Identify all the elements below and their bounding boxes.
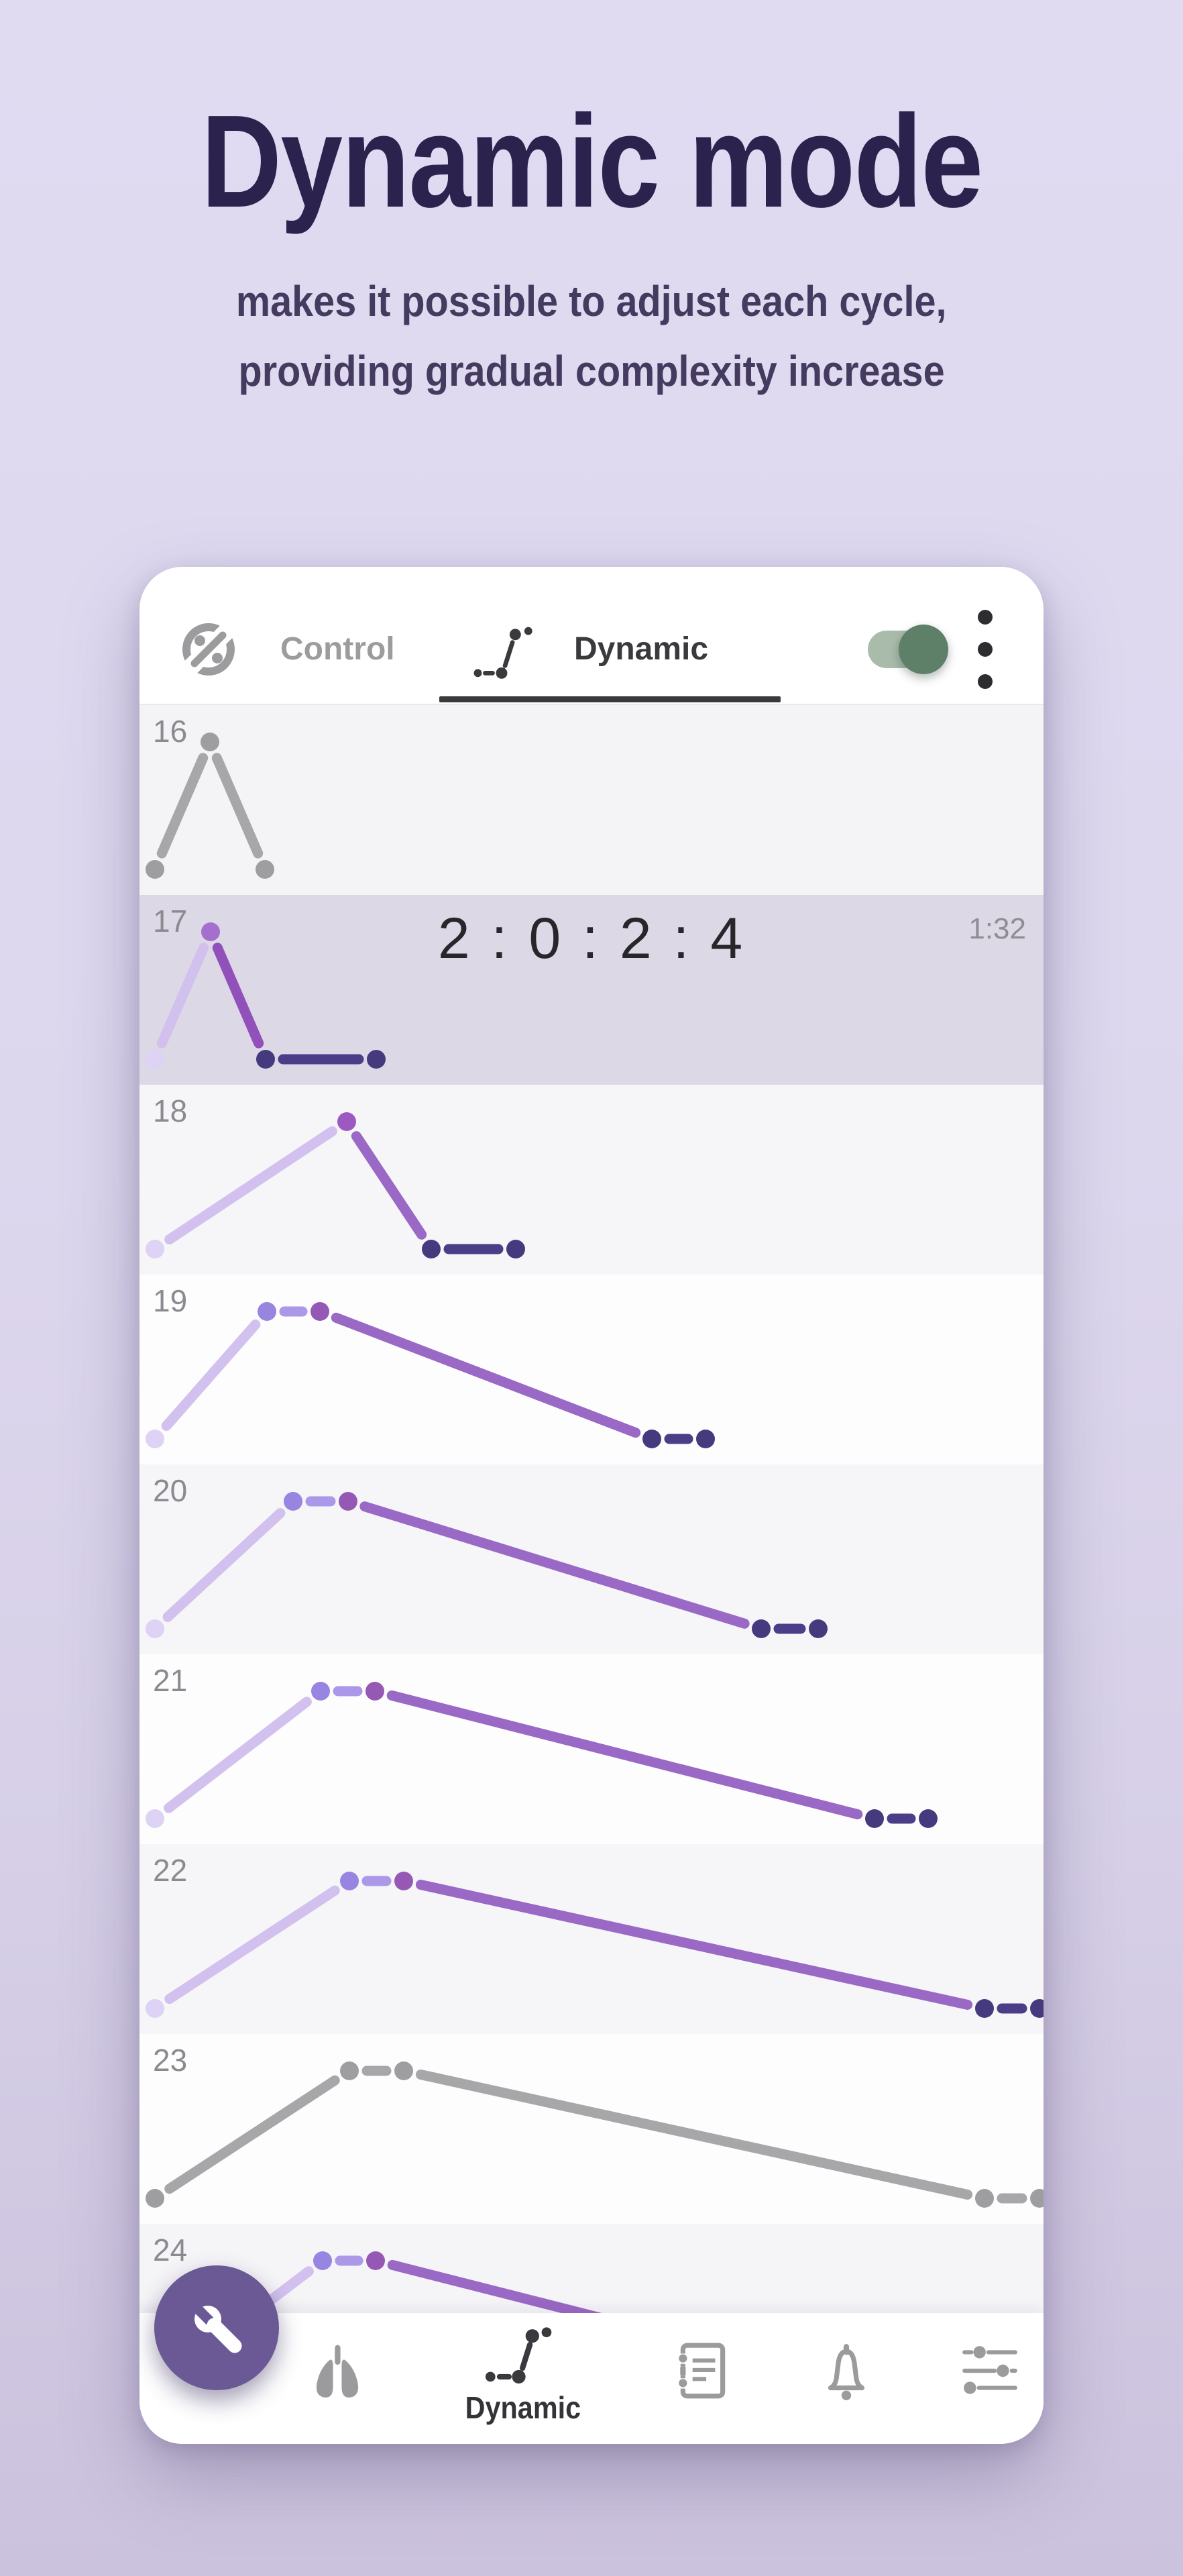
nav-item-lungs[interactable] — [297, 2343, 378, 2408]
cycle-row[interactable]: 16 — [139, 705, 1044, 895]
cycle-number: 23 — [153, 2043, 188, 2078]
cycle-number: 16 — [153, 714, 188, 749]
cycle-row-selected[interactable]: 17 2 : 0 : 2 : 4 1:32 — [139, 895, 1044, 1085]
dynamic-mode-toggle[interactable] — [868, 625, 948, 674]
subtitle-line-2: providing gradual complexity increase — [238, 346, 945, 395]
cycle-number: 20 — [153, 1473, 188, 1508]
cycle-chart — [146, 922, 386, 1069]
cycle-chart — [146, 1492, 828, 1638]
journal-list-icon — [677, 2343, 726, 2399]
nav-item-reminders[interactable] — [806, 2340, 887, 2405]
phone-mockup: Control Dynamic 16 17 2 : 0 : 2 : 4 1:32 18 1… — [139, 567, 1044, 2444]
nav-item-settings[interactable] — [950, 2340, 1030, 2405]
percent-circle-icon — [178, 619, 239, 680]
tab-dynamic-label: Dynamic — [574, 631, 709, 667]
cycle-row[interactable]: 18 — [139, 1085, 1044, 1275]
cycle-row[interactable]: 23 — [139, 2034, 1044, 2224]
cycle-number: 17 — [153, 904, 188, 938]
cycle-number: 21 — [153, 1663, 188, 1698]
cycle-chart — [146, 2061, 1044, 2208]
tab-control-label: Control — [280, 631, 395, 667]
cycle-number: 24 — [153, 2233, 188, 2267]
cycle-chart — [146, 1112, 525, 1258]
cycle-number: 19 — [153, 1283, 188, 1318]
cycle-chart — [146, 1682, 938, 1828]
page-title: Dynamic mode — [0, 93, 1183, 231]
bottom-nav-bar: Dynamic — [139, 2313, 1044, 2444]
cycle-row[interactable]: 20 — [139, 1464, 1044, 1654]
cycle-chart — [146, 1302, 715, 1448]
lungs-icon — [316, 2345, 359, 2398]
subtitle-line-1: makes it possible to adjust each cycle, — [236, 277, 947, 325]
nav-item-dynamic[interactable]: Dynamic — [465, 2322, 581, 2425]
cycle-chart — [146, 1872, 1044, 2018]
page-title-text: Dynamic mode — [201, 88, 983, 235]
nav-item-journal[interactable] — [663, 2340, 743, 2405]
active-tab-underline — [439, 696, 781, 702]
bell-icon — [828, 2344, 865, 2400]
cycle-row[interactable]: 22 — [139, 1844, 1044, 2034]
cycle-number: 22 — [153, 1853, 188, 1888]
settings-fab[interactable] — [154, 2265, 279, 2390]
cycle-row[interactable]: 21 — [139, 1654, 1044, 1844]
cycle-number: 18 — [153, 1093, 188, 1128]
sliders-icon — [962, 2346, 1017, 2394]
nav-active-label: Dynamic — [465, 2390, 581, 2425]
dynamic-chart-icon — [473, 627, 532, 679]
dynamic-nav-icon — [485, 2327, 552, 2384]
cycle-row[interactable]: 19 — [139, 1275, 1044, 1464]
kebab-menu-icon[interactable] — [970, 607, 1000, 694]
page-subtitle: makes it possible to adjust each cycle, … — [0, 267, 1183, 406]
top-tab-bar: Control Dynamic — [139, 567, 1044, 704]
wrench-icon — [183, 2294, 242, 2353]
cycle-list: 16 17 2 : 0 : 2 : 4 1:32 18 19 20 21 22 23 24 — [139, 704, 1044, 2414]
selected-cycle-duration: 1:32 — [968, 912, 1026, 945]
toggle-thumb — [899, 625, 948, 674]
cycle-chart — [146, 733, 274, 879]
selected-cycle-pattern: 2 : 0 : 2 : 4 — [437, 906, 746, 971]
